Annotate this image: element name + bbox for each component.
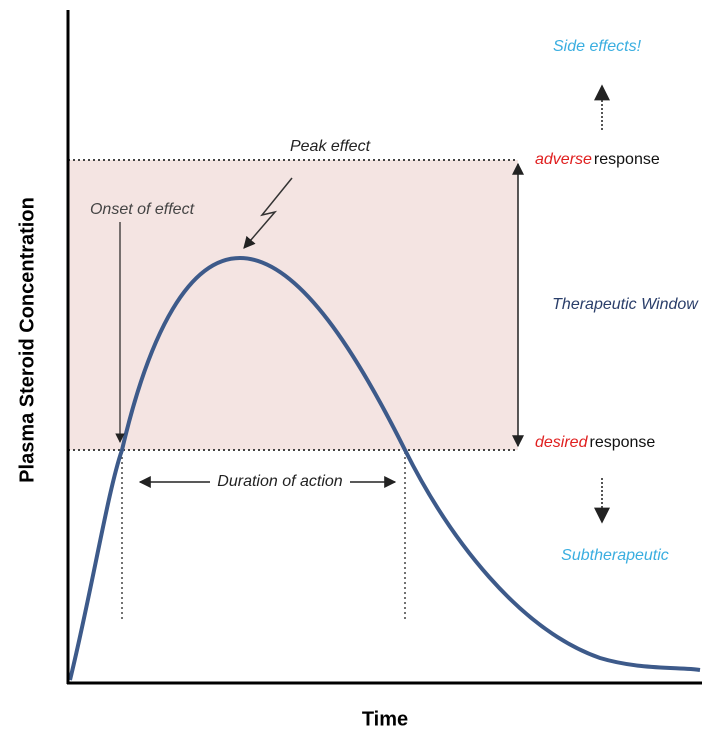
peak-arrow <box>243 177 293 249</box>
window-label: Therapeutic Window <box>552 296 699 313</box>
peak-label: Peak effect <box>290 138 371 155</box>
adverse-rest: response <box>594 151 660 168</box>
adverse-word: adverse <box>535 151 592 168</box>
therapeutic-band <box>68 160 518 450</box>
adverse-label: adverse response <box>535 151 660 168</box>
desired-rest: response <box>589 434 655 451</box>
desired-label: desired response <box>535 434 655 451</box>
sub-label: Subtherapeutic <box>561 547 669 564</box>
x-axis-label: Time <box>362 708 408 730</box>
onset-label: Onset of effect <box>90 201 195 218</box>
desired-word: desired <box>535 434 589 451</box>
duration-label: Duration of action <box>217 473 343 490</box>
y-axis-label: Plasma Steroid Concentration <box>16 197 38 483</box>
concentration-curve <box>68 255 701 681</box>
side-effects-label: Side effects! <box>553 38 642 55</box>
